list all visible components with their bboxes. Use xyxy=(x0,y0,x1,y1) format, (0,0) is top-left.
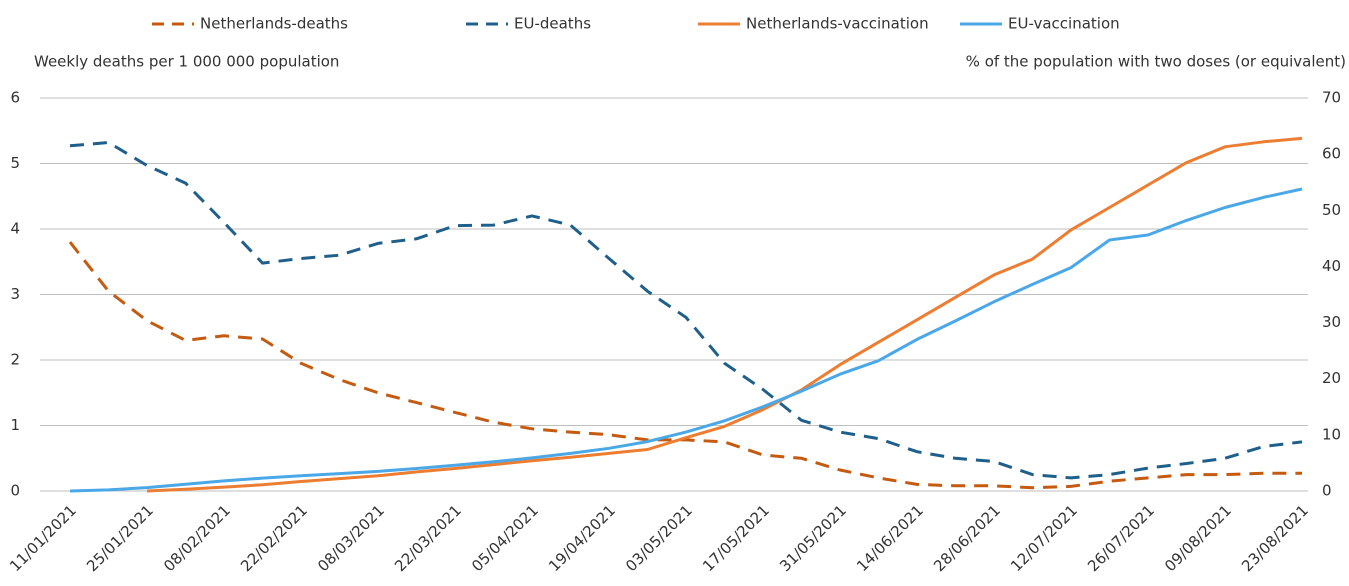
y2-tick-label: 40 xyxy=(1322,257,1341,275)
series-line xyxy=(68,241,1302,490)
x-tick-label: 19/04/2021 xyxy=(545,501,619,575)
x-tick-label: 08/02/2021 xyxy=(160,501,234,575)
x-tick-label: 26/07/2021 xyxy=(1084,501,1158,575)
y-tick-label: 1 xyxy=(10,416,20,434)
x-tick-label: 22/02/2021 xyxy=(237,501,311,575)
y-tick-label: 6 xyxy=(10,89,20,107)
x-tick-label: 08/03/2021 xyxy=(314,501,388,575)
series-line xyxy=(69,187,1303,493)
x-tick-label: 14/06/2021 xyxy=(853,501,927,575)
x-tick-label: 09/08/2021 xyxy=(1161,501,1235,575)
y2-tick-label: 10 xyxy=(1322,425,1341,443)
y2-tick-label: 60 xyxy=(1322,145,1341,163)
y2-axis-title: % of the population with two doses (or e… xyxy=(966,53,1346,71)
y2-tick-label: 30 xyxy=(1322,313,1341,331)
x-tick-label: 17/05/2021 xyxy=(699,501,773,575)
legend-label: EU-vaccination xyxy=(1008,15,1120,33)
series-line xyxy=(69,141,1303,480)
x-tick-label: 31/05/2021 xyxy=(776,501,850,575)
y2-tick-label: 20 xyxy=(1322,369,1341,387)
y-tick-label: 4 xyxy=(10,220,20,238)
x-tick-label: 11/01/2021 xyxy=(6,501,80,575)
y2-tick-label: 0 xyxy=(1322,482,1332,500)
x-tick-label: 12/07/2021 xyxy=(1007,501,1081,575)
y-tick-label: 0 xyxy=(10,482,20,500)
x-tick-label: 03/05/2021 xyxy=(622,501,696,575)
legend-label: EU-deaths xyxy=(514,15,591,33)
y-tick-label: 3 xyxy=(10,285,20,303)
series-line xyxy=(146,136,1303,493)
x-tick-label: 23/08/2021 xyxy=(1238,501,1312,575)
x-tick-label: 28/06/2021 xyxy=(930,501,1004,575)
y2-tick-label: 50 xyxy=(1322,201,1341,219)
y-tick-label: 2 xyxy=(10,351,20,369)
legend-label: Netherlands-vaccination xyxy=(746,15,929,33)
y-axis-title: Weekly deaths per 1 000 000 population xyxy=(34,53,339,71)
x-tick-label: 25/01/2021 xyxy=(83,501,157,575)
y-tick-label: 5 xyxy=(10,154,20,172)
y2-tick-label: 70 xyxy=(1322,89,1341,107)
x-tick-label: 22/03/2021 xyxy=(391,501,465,575)
x-tick-label: 05/04/2021 xyxy=(468,501,542,575)
legend-label: Netherlands-deaths xyxy=(200,15,348,33)
